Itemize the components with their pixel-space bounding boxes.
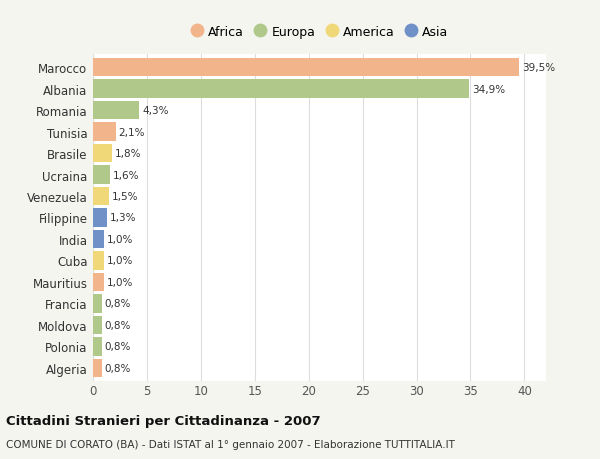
Bar: [93, 230, 104, 249]
Bar: [93, 123, 116, 141]
Text: 0,8%: 0,8%: [104, 341, 131, 352]
Bar: [93, 166, 110, 184]
Text: 1,0%: 1,0%: [106, 277, 133, 287]
Text: 0,8%: 0,8%: [104, 299, 131, 309]
Text: Cittadini Stranieri per Cittadinanza - 2007: Cittadini Stranieri per Cittadinanza - 2…: [6, 414, 320, 428]
Text: 39,5%: 39,5%: [522, 63, 555, 73]
Bar: [93, 102, 139, 120]
Bar: [93, 187, 109, 206]
Text: 1,8%: 1,8%: [115, 149, 142, 159]
Bar: [93, 295, 101, 313]
Text: 0,8%: 0,8%: [104, 320, 131, 330]
Bar: [93, 337, 101, 356]
Bar: [93, 359, 101, 377]
Text: 1,3%: 1,3%: [110, 213, 136, 223]
Text: 1,0%: 1,0%: [106, 235, 133, 245]
Bar: [93, 59, 519, 77]
Legend: Africa, Europa, America, Asia: Africa, Europa, America, Asia: [191, 25, 448, 39]
Text: 1,0%: 1,0%: [106, 256, 133, 266]
Text: 1,6%: 1,6%: [113, 170, 139, 180]
Bar: [93, 273, 104, 291]
Text: 2,1%: 2,1%: [118, 127, 145, 137]
Bar: [93, 252, 104, 270]
Text: COMUNE DI CORATO (BA) - Dati ISTAT al 1° gennaio 2007 - Elaborazione TUTTITALIA.: COMUNE DI CORATO (BA) - Dati ISTAT al 1°…: [6, 440, 455, 449]
Text: 1,5%: 1,5%: [112, 191, 139, 202]
Text: 4,3%: 4,3%: [142, 106, 169, 116]
Bar: [93, 316, 101, 334]
Bar: [93, 145, 112, 163]
Bar: [93, 80, 469, 99]
Bar: [93, 209, 107, 227]
Text: 0,8%: 0,8%: [104, 363, 131, 373]
Text: 34,9%: 34,9%: [472, 84, 505, 95]
